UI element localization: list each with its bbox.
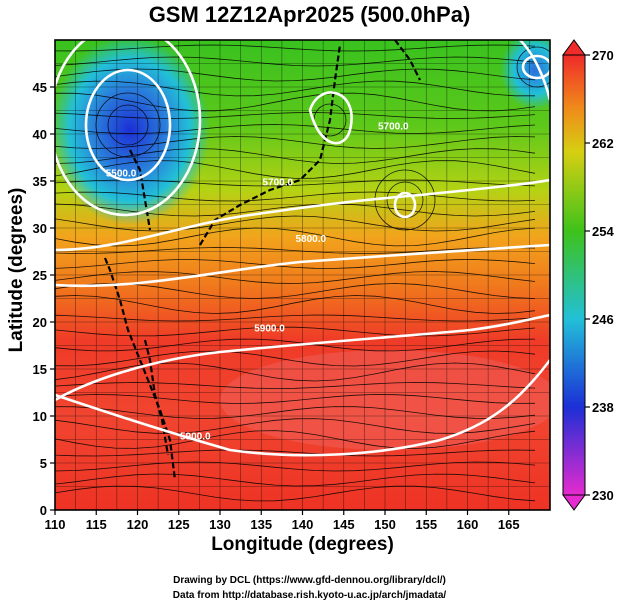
colorbar-tick-label: 262 (592, 136, 614, 151)
contour-label: 5700.0 (262, 178, 293, 189)
y-tick-label: 0 (40, 503, 47, 518)
streamline (55, 430, 536, 449)
streamline (55, 461, 536, 472)
streamline (55, 112, 536, 119)
credit-data-source: Data from http://database.rish.kyoto-u.a… (172, 590, 447, 601)
y-tick-label: 15 (33, 362, 47, 377)
cold-core-northeast (500, 40, 550, 110)
contour-label: 5500.0 (106, 168, 137, 179)
x-tick-label: 145 (333, 517, 355, 532)
x-tick-label: 115 (86, 517, 107, 532)
streamline (55, 136, 536, 149)
wind-streamlines (55, 44, 550, 502)
streamline (55, 124, 536, 134)
x-tick-label: 135 (250, 517, 272, 532)
streamline (55, 68, 536, 82)
contour-5500 (55, 40, 202, 217)
credit-drawing: Drawing by DCL (https://www.gfd-dennou.o… (173, 575, 446, 586)
contour-edge (519, 40, 550, 101)
contour-low-west (84, 68, 172, 182)
x-tick-label: 140 (292, 517, 314, 532)
streamline (55, 80, 535, 97)
y-tick-label: 45 (33, 80, 47, 95)
streamline-vortex (95, 92, 161, 158)
colorbar-tick-label: 230 (592, 488, 614, 503)
x-axis-ticks: 110 115 120 125 130 135 140 145 150 155 160 165 (45, 510, 520, 532)
contour-label: 5900.0 (180, 432, 211, 443)
streamline-vortex (107, 104, 149, 146)
y-tick-label: 20 (33, 315, 47, 330)
colorbar-bottom-arrow (562, 494, 586, 511)
contour-low-northeast (521, 54, 550, 80)
streamline (55, 148, 536, 164)
streamline (55, 449, 536, 457)
streamline (55, 362, 536, 382)
y-tick-label: 30 (33, 221, 47, 236)
colorbar-tick-label: 270 (592, 48, 614, 63)
x-tick-label: 165 (498, 517, 520, 532)
plot-area: 5500.0 5700.0 5800.0 5700.0 5900.0 5900.0 (55, 40, 550, 510)
chart-title: GSM 12Z12Apr2025 (500.0hPa) (148, 2, 471, 27)
streamline (55, 191, 536, 202)
streamline (55, 44, 536, 52)
y-tick-label: 5 (40, 456, 47, 471)
y-axis-ticks: 0 5 10 15 20 25 30 35 40 45 (33, 80, 55, 518)
streamline (55, 406, 536, 419)
streamline (55, 259, 536, 269)
streamline (55, 314, 536, 322)
streamline (55, 473, 536, 487)
streamline (55, 56, 536, 67)
streamline (55, 203, 536, 217)
colorbar-tick-label: 246 (592, 312, 614, 327)
x-axis-label: Longitude (degrees) (211, 534, 394, 555)
contour-5900-north (55, 313, 550, 402)
y-tick-label: 25 (33, 268, 47, 283)
y-tick-label: 35 (33, 174, 47, 189)
x-tick-label: 160 (457, 517, 479, 532)
y-axis-label: Latitude (degrees) (6, 187, 27, 353)
contour-label: 5900.0 (254, 323, 285, 334)
y-tick-label: 40 (33, 127, 47, 142)
streamline (55, 160, 536, 179)
x-tick-label: 150 (374, 517, 396, 532)
contour-5900-south (55, 359, 550, 457)
contour-trough (308, 91, 353, 145)
colorbar-tick-label: 254 (592, 224, 614, 239)
streamline (55, 326, 536, 337)
contour-low-center (393, 191, 417, 219)
streamline (55, 338, 536, 352)
colorbar: 230 238 246 254 262 270 (562, 39, 614, 511)
streamline (55, 382, 536, 389)
contour-5800 (55, 243, 550, 288)
streamline (55, 247, 536, 254)
streamline (55, 92, 536, 112)
streamline (55, 418, 536, 434)
colorbar-scale (562, 54, 586, 496)
streamline (55, 215, 536, 232)
streamline (55, 227, 536, 247)
streamline (55, 485, 536, 502)
contour-5700 (55, 178, 550, 252)
streamline-vortex (516, 46, 550, 88)
y-tick-label: 10 (33, 409, 47, 424)
cold-core-west (55, 40, 210, 225)
x-tick-label: 130 (209, 517, 231, 532)
x-tick-label: 110 (45, 517, 66, 532)
x-tick-label: 120 (127, 517, 149, 532)
height-contours (55, 40, 550, 457)
streamline (55, 271, 536, 284)
colorbar-top-arrow (562, 39, 586, 56)
contour-label-group: 5500.0 5700.0 5800.0 5700.0 5900.0 5900.0 (106, 121, 409, 442)
x-tick-label: 125 (168, 517, 190, 532)
x-tick-label: 155 (415, 517, 437, 532)
contour-label: 5700.0 (378, 121, 409, 132)
streamline (55, 179, 536, 187)
colorbar-tick-label: 238 (592, 400, 614, 415)
contour-label: 5800.0 (295, 234, 326, 245)
streamline (55, 350, 536, 367)
streamline (55, 394, 536, 404)
streamline (55, 295, 536, 314)
